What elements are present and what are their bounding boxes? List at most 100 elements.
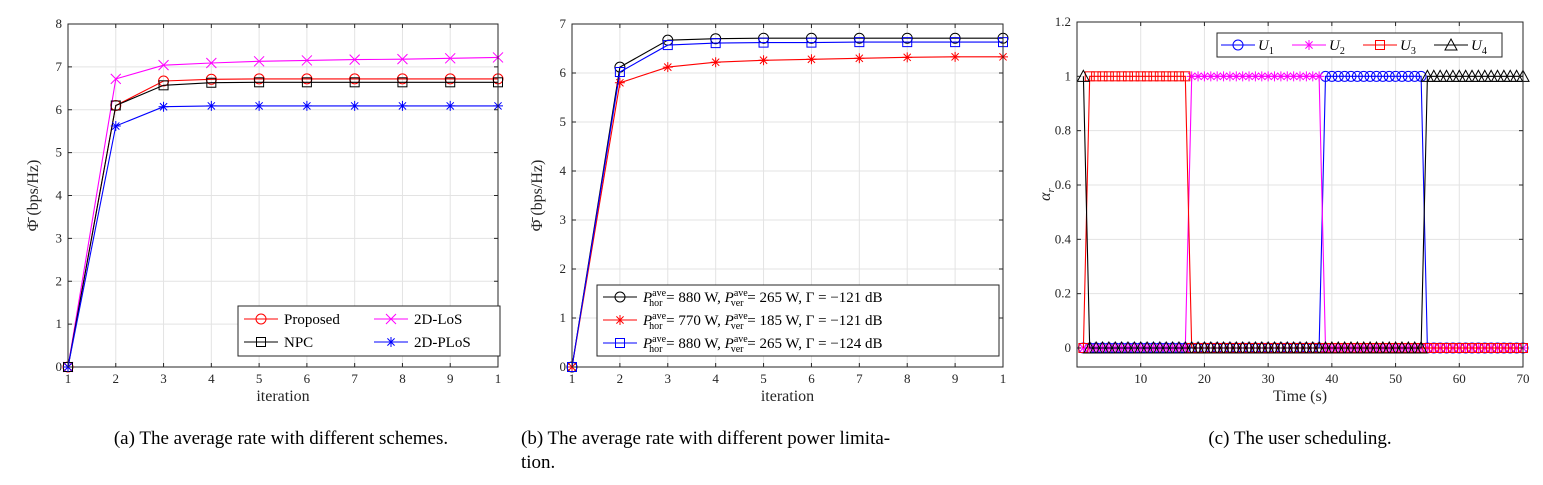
data-point [806,54,817,65]
data-point [1358,70,1370,82]
y-tick-label: 0.4 [1055,231,1072,246]
x-axis-label: iteration [256,388,309,405]
x-tick-label: 5 [760,371,767,386]
series-line [571,56,1003,368]
data-point [614,67,625,78]
data-point [1326,70,1338,82]
legend-marker [615,315,625,325]
data-point [1364,70,1376,82]
legend-box [237,305,501,357]
legend-item: U3 [1363,38,1416,57]
y-tick-label: 0.8 [1055,123,1071,138]
data-point [1097,71,1108,82]
x-tick-label: 6 [304,371,311,386]
data-point [1218,71,1229,82]
data-point [1390,70,1402,82]
y-axis-label: αr [1037,187,1057,200]
x-tick-label: 1 [1000,371,1007,386]
data-point [1237,71,1248,82]
legend-label: Pave hor = 880 W, Pave ver = 265 W, Γ = −1… [642,334,883,355]
data-point [950,51,961,62]
x-tick-label: 60 [1453,371,1466,386]
series-line [571,41,1003,368]
legend-marker [255,313,267,325]
series-line [571,37,1003,368]
y-tick-label: 2 [56,273,63,288]
x-tick-label: 50 [1389,371,1402,386]
series-2d-plos [63,100,503,372]
legend: U1 U2 U3 U4 [1216,32,1503,58]
legend-label: Pave hor = 770 W, Pave ver = 185 W, Γ = −1… [642,311,883,332]
legend-item: U1 [1221,38,1274,57]
caption: tion. [521,452,555,473]
data-point [710,38,721,49]
data-point [445,77,456,88]
y-tick-label: 3 [560,212,567,227]
y-tick-label: 8 [56,16,63,31]
legend-marker [615,338,625,348]
data-point [1193,71,1204,82]
legend-box [596,284,1000,357]
data-point [1454,342,1465,353]
legend-label: Proposed [284,312,340,328]
data-point [444,52,456,64]
data-point [1173,71,1184,82]
data-point [397,53,408,65]
data-point [349,54,361,65]
data-point [1148,71,1159,82]
data-point [1409,70,1421,82]
data-point [301,55,313,66]
x-tick-label: 4 [712,371,719,386]
data-point [1180,71,1191,82]
x-tick-label: 2 [113,371,120,386]
data-point [662,40,673,51]
data-point [1129,71,1140,82]
legend-label: 2D-LoS [414,312,462,328]
data-point [253,55,265,67]
x-tick-label: 9 [447,371,454,386]
data-point [1161,71,1172,82]
data-point [1473,342,1484,353]
data-point [1199,71,1210,82]
data-point [662,62,673,73]
x-tick-label: 1 [495,371,502,386]
legend-item: Pave hor = 770 W, Pave ver = 185 W, Γ = −1… [603,311,883,332]
y-tick-label: 0 [560,359,567,374]
data-point [614,77,625,88]
x-tick-label: 20 [1198,371,1211,386]
y-tick-label: 1.2 [1055,14,1071,29]
data-point [1256,71,1267,82]
legend-marker [1444,37,1458,51]
x-tick-label: 70 [1517,371,1530,386]
axes-box [1076,21,1524,368]
data-point [1377,70,1389,82]
legend-marker [386,337,396,347]
legend-label: NPC [284,335,313,351]
data-point [1307,71,1318,82]
y-tick-label: 3 [56,230,63,245]
y-tick-label: 6 [560,65,567,80]
y-tick-label: 4 [56,188,63,203]
legend-label: Pave hor = 880 W, Pave ver = 265 W, Γ = −1… [642,288,883,309]
y-tick-label: 1 [560,310,567,325]
y-tick-label: 6 [56,102,63,117]
data-point [1332,70,1344,82]
x-tick-label: 10 [1134,371,1147,386]
panel-c-user-scheduling: 10 20 30 40 50 60 70 0 0.2 0.4 0.6 0.8 1 1.2 Time (s) α… [1037,14,1530,449]
legend-marker [385,313,397,325]
data-point [1122,71,1133,82]
data-point [301,77,312,88]
legend-marker [256,337,266,347]
data-point [1498,342,1509,353]
data-point [1263,71,1274,82]
data-point [397,100,408,111]
data-point [1345,70,1357,82]
legend: Pave hor = 880 W, Pave ver = 265 W, Γ = −1… [596,284,1000,357]
data-point [1250,71,1261,82]
data-point [1467,342,1478,353]
data-point [1314,71,1325,82]
data-point [1186,71,1197,82]
x-axis-label: iteration [761,388,814,405]
legend: Proposed 2D-LoS NPC 2D-PLoS [237,305,501,357]
